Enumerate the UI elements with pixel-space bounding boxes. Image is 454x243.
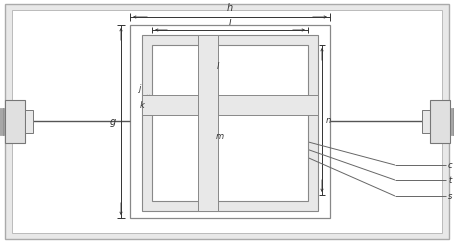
Bar	[450, 108, 451, 135]
Bar	[453, 108, 454, 135]
Bar	[130, 25, 330, 218]
Text: i: i	[229, 17, 232, 27]
Bar	[198, 35, 218, 211]
Bar	[10, 108, 11, 135]
Bar	[422, 110, 430, 133]
Text: t: t	[448, 175, 451, 184]
Bar	[5, 100, 25, 143]
Text: m: m	[216, 132, 224, 141]
Bar	[5, 108, 6, 135]
Bar	[8, 108, 9, 135]
Text: j: j	[138, 84, 141, 93]
Text: g: g	[110, 116, 116, 127]
Bar	[452, 108, 453, 135]
Bar	[142, 95, 318, 115]
Bar	[3, 108, 5, 135]
Text: s: s	[448, 191, 452, 200]
Text: h: h	[227, 3, 233, 13]
Text: k: k	[140, 101, 145, 110]
Bar	[2, 108, 3, 135]
Bar	[0, 108, 1, 135]
Text: c: c	[448, 160, 453, 170]
Text: n: n	[326, 115, 331, 124]
Bar	[6, 108, 8, 135]
Bar	[430, 100, 450, 143]
Text: l: l	[217, 62, 219, 71]
Bar	[142, 35, 318, 211]
Bar	[25, 110, 33, 133]
Bar	[152, 45, 308, 201]
